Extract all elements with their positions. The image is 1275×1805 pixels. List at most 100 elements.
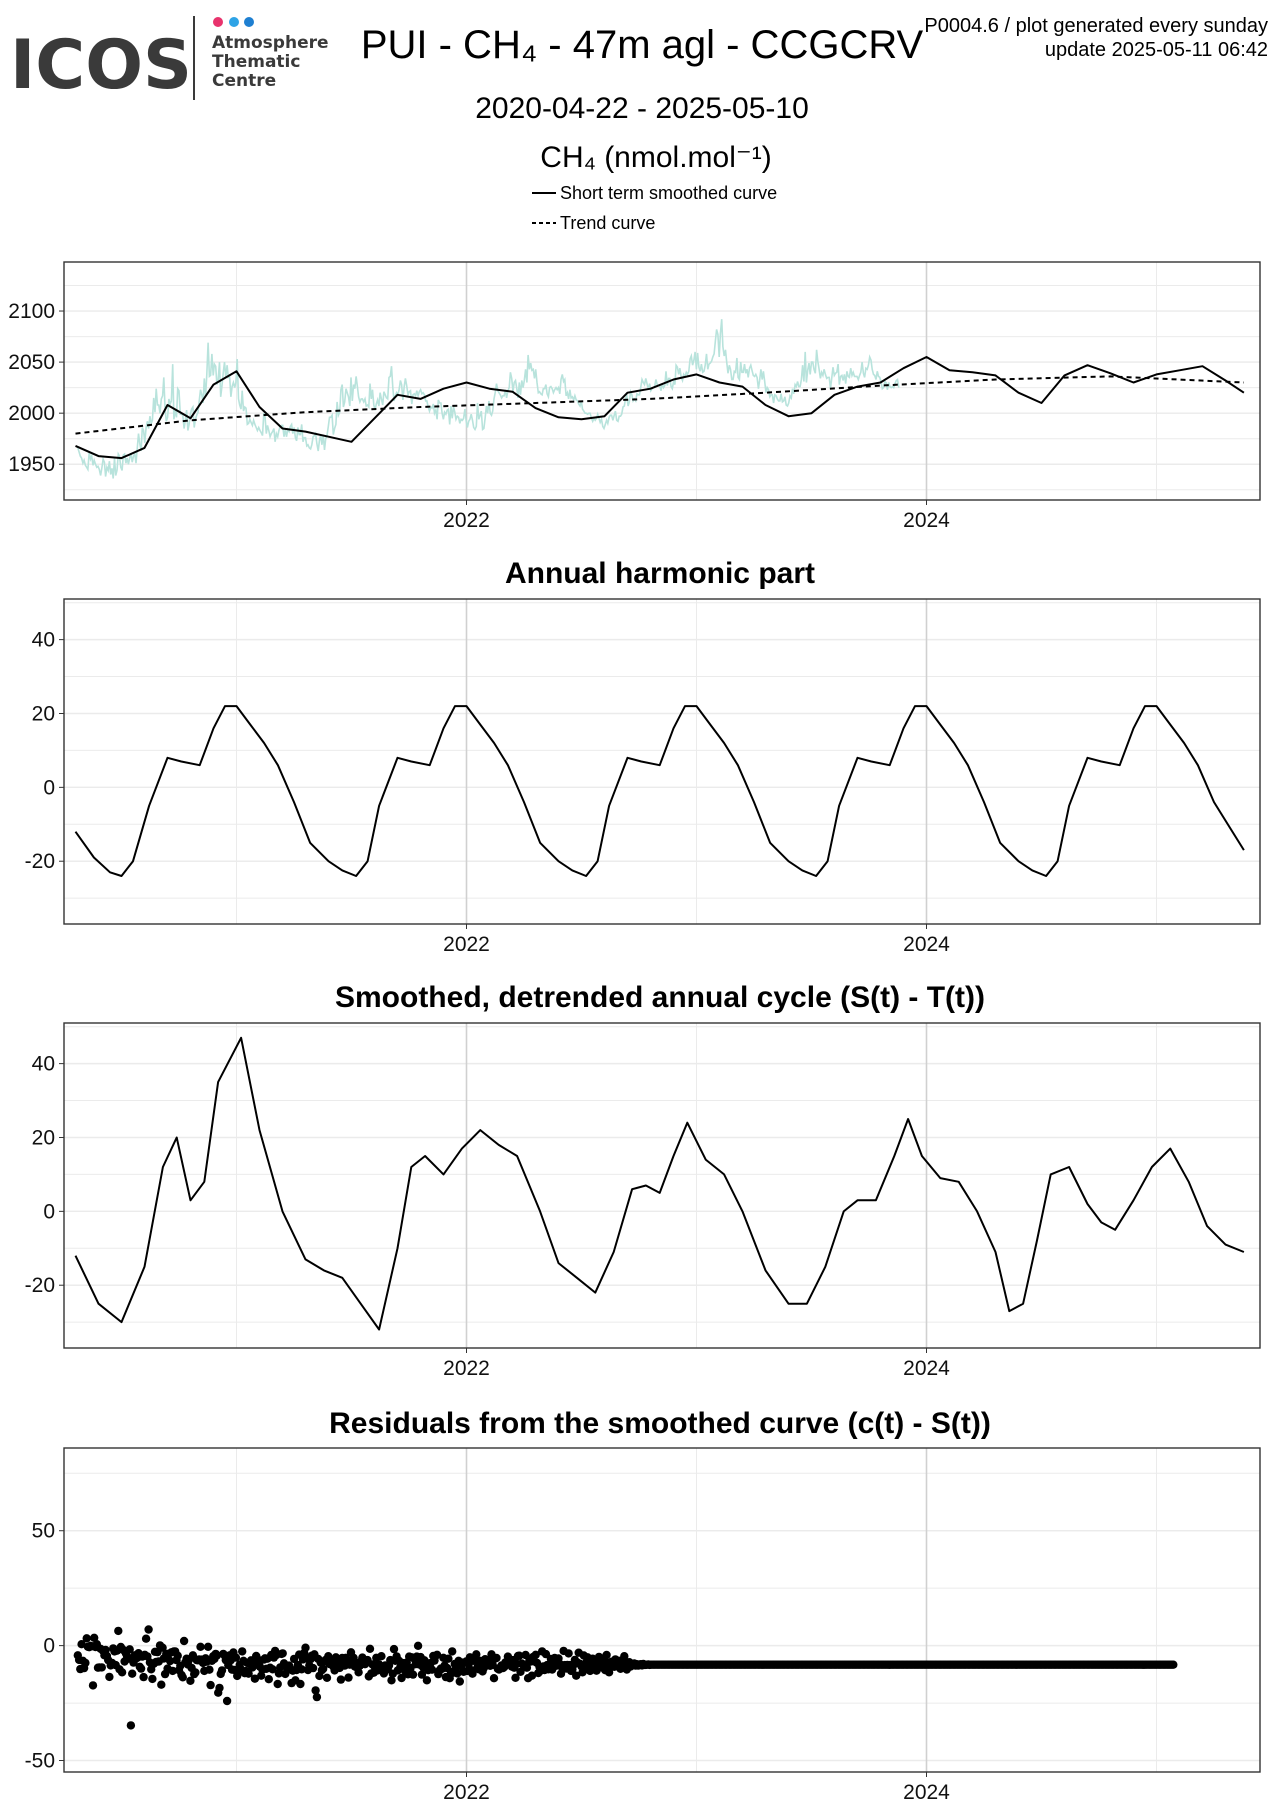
- y-tick-label: 1950: [8, 453, 55, 476]
- meta-line-2: update 2025-05-11 06:42: [1045, 39, 1268, 61]
- residual-point: [602, 1650, 611, 1660]
- residual-point: [1169, 1660, 1178, 1669]
- panel-frame: [63, 598, 1261, 925]
- residual-point: [365, 1644, 375, 1654]
- residual-point: [377, 1652, 386, 1661]
- residual-point: [515, 1651, 524, 1660]
- residual-point: [205, 1665, 214, 1674]
- residual-point: [448, 1647, 457, 1656]
- residual-point: [97, 1663, 107, 1672]
- residual-point: [222, 1696, 232, 1706]
- series-ch4-trend-1: [75, 375, 1244, 435]
- panel-ch4: 1950 2000 2050 2100 2022 2024: [8, 261, 1261, 532]
- series-harmonic-curve-0: [74, 705, 1245, 877]
- y-tick-label: 2000: [8, 402, 55, 425]
- residual-point: [422, 1676, 432, 1685]
- residual-point: [336, 1675, 346, 1684]
- legend-item-trend: Trend curve: [560, 213, 655, 233]
- residual-point: [250, 1674, 260, 1683]
- y-tick-label: 0: [43, 776, 55, 799]
- page-title: PUI - CH₄ - 47m agl - CCGCRV: [361, 23, 924, 67]
- residual-point: [141, 1634, 151, 1643]
- x-tick-label: 2024: [903, 933, 950, 956]
- residual-point: [206, 1680, 215, 1690]
- residual-point: [453, 1669, 462, 1678]
- residual-point: [157, 1680, 166, 1689]
- residual-point: [81, 1658, 90, 1668]
- residual-point: [88, 1681, 98, 1690]
- residual-point: [308, 1663, 318, 1673]
- y-tick-label: 20: [32, 1126, 55, 1149]
- residual-point: [114, 1626, 123, 1636]
- y-tick-label: 40: [32, 629, 55, 652]
- x-tick-label: 2022: [443, 509, 490, 532]
- residual-point: [191, 1668, 200, 1677]
- residual-point: [117, 1668, 127, 1677]
- x-tick-label: 2022: [443, 1781, 490, 1800]
- residual-point: [322, 1673, 332, 1683]
- y-tick-label: -20: [25, 850, 55, 873]
- x-tick-label: 2022: [443, 933, 490, 956]
- residual-point: [311, 1686, 320, 1695]
- residual-point: [319, 1664, 328, 1674]
- residual-point: [620, 1652, 629, 1661]
- residual-point: [455, 1677, 464, 1686]
- panel-harmonic: -20 0 20 40 2022 2024: [25, 598, 1261, 956]
- residual-point: [522, 1663, 532, 1672]
- residual-point: [354, 1668, 363, 1677]
- residual-point: [217, 1666, 227, 1675]
- logo-dot-lightblue: [229, 17, 239, 27]
- x-tick-label: 2024: [903, 1357, 950, 1380]
- residual-point: [178, 1673, 187, 1682]
- series-daily-observations: [77, 319, 900, 479]
- logo-wordmark: ICOS: [10, 26, 192, 105]
- y-tick-label: 0: [43, 1635, 55, 1658]
- residual-point: [278, 1649, 287, 1658]
- residual-point: [196, 1642, 205, 1652]
- y-tick-label: 2050: [8, 351, 55, 374]
- logo-dot-pink: [213, 17, 223, 27]
- icos-logo: ICOS Atmosphere Thematic Centre: [10, 16, 329, 105]
- series-ch4-curve-0: [75, 356, 1245, 460]
- residual-point: [489, 1674, 499, 1683]
- residual-point: [173, 1651, 182, 1660]
- y-tick-label: 0: [43, 1200, 55, 1223]
- residual-point: [468, 1669, 477, 1678]
- residual-point: [244, 1669, 253, 1678]
- residual-point: [312, 1692, 322, 1702]
- residual-point: [527, 1671, 537, 1680]
- residual-point: [90, 1633, 99, 1643]
- residual-point: [128, 1669, 137, 1678]
- panel-frame: [63, 1022, 1261, 1349]
- panel-title-harmonic: Annual harmonic part: [505, 557, 815, 590]
- residual-point: [408, 1670, 418, 1679]
- panel-title-detrended: Smoothed, detrended annual cycle (S(t) -…: [335, 981, 985, 1014]
- residual-point: [564, 1649, 573, 1658]
- residual-point: [212, 1651, 222, 1660]
- logo-line-2: Thematic: [212, 52, 300, 72]
- residual-point: [492, 1653, 501, 1663]
- residual-point: [273, 1679, 282, 1689]
- logo-line-3: Centre: [212, 71, 276, 91]
- y-tick-label: 2100: [8, 300, 55, 323]
- logo-line-1: Atmosphere: [212, 33, 329, 53]
- residual-point: [413, 1641, 423, 1651]
- x-tick-label: 2022: [443, 1357, 490, 1380]
- date-range-subtitle: 2020-04-22 - 2025-05-10: [475, 92, 809, 125]
- plot-area-residuals: [73, 1625, 1178, 1730]
- residual-point: [186, 1676, 195, 1686]
- y-tick-label: -50: [25, 1750, 55, 1773]
- residual-point: [264, 1675, 273, 1684]
- residual-point: [432, 1650, 442, 1660]
- residual-point: [268, 1665, 277, 1674]
- residual-point: [387, 1676, 396, 1685]
- residual-point: [297, 1665, 306, 1674]
- residual-point: [215, 1683, 224, 1693]
- x-tick-label: 2024: [903, 509, 950, 532]
- plot-area-ch4: [75, 319, 1245, 479]
- residual-point: [417, 1670, 427, 1679]
- meta-line-1: P0004.6 / plot generated every sunday: [924, 15, 1268, 37]
- y-tick-label: 40: [32, 1053, 55, 1076]
